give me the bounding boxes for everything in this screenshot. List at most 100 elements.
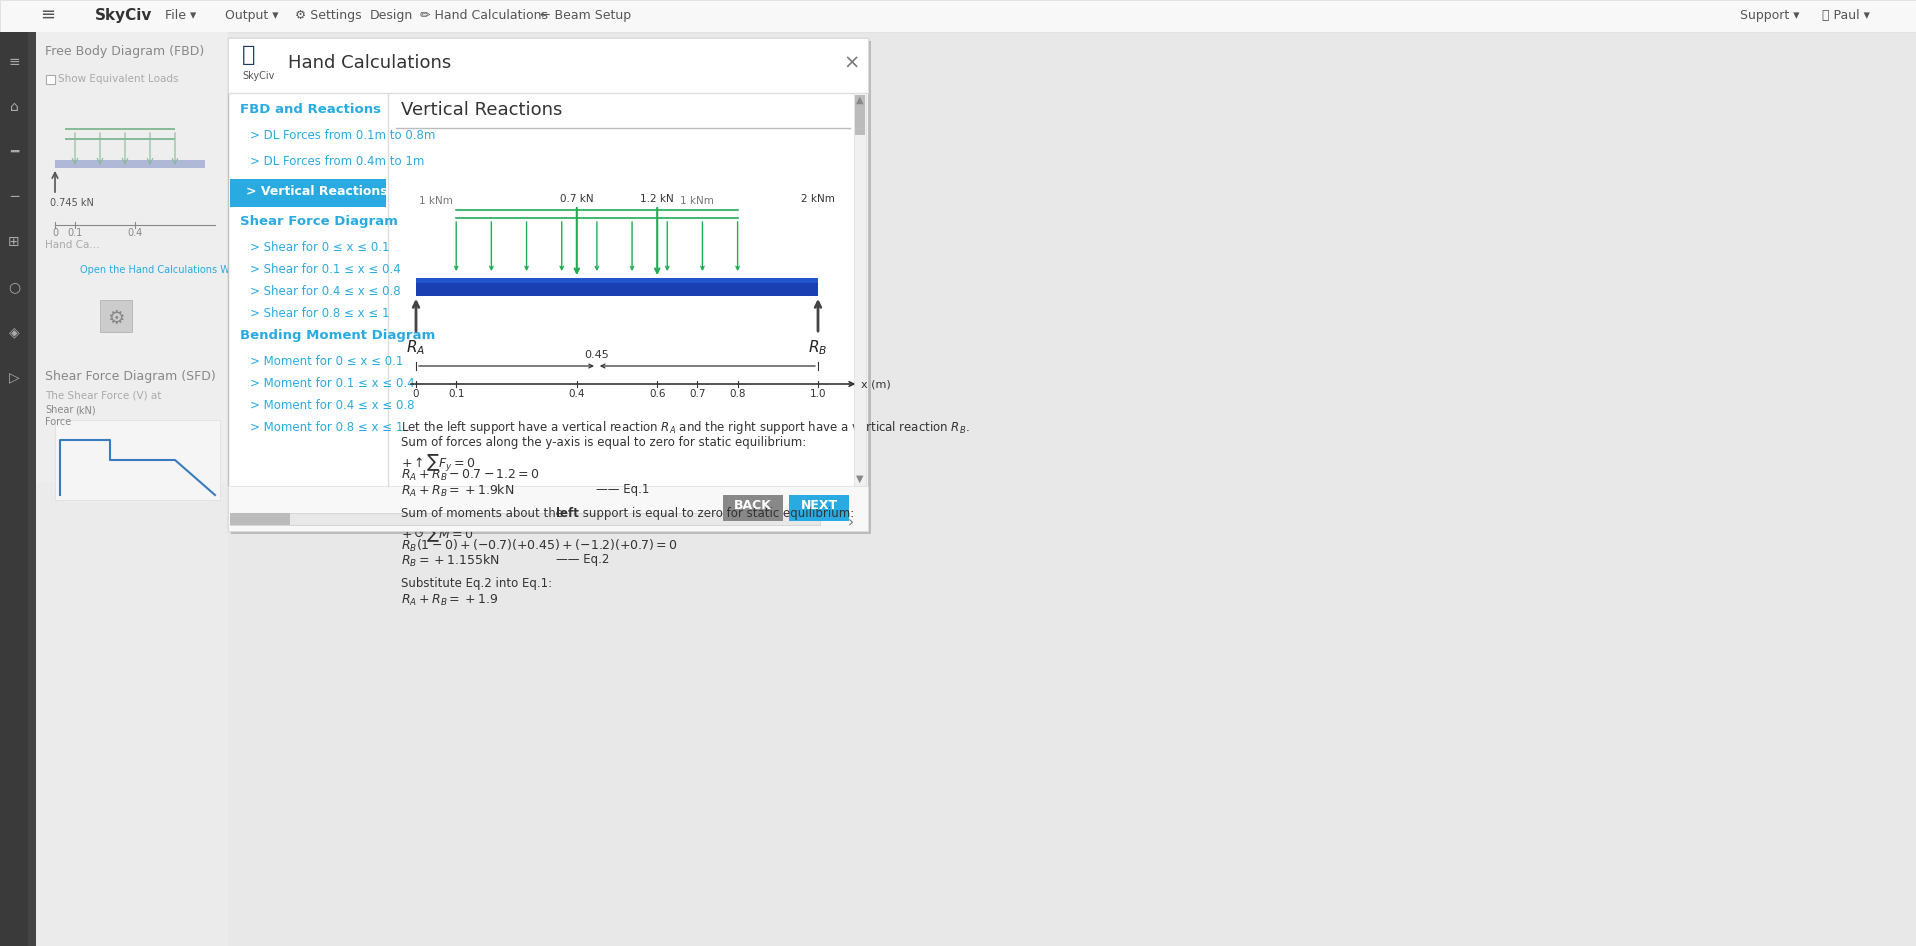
Text: > DL Forces from 0.4m to 1m: > DL Forces from 0.4m to 1m: [249, 155, 423, 168]
Text: ≡: ≡: [40, 6, 56, 24]
Text: Output ▾: Output ▾: [224, 9, 278, 22]
Text: SkyCiv: SkyCiv: [96, 8, 153, 23]
Text: NEXT: NEXT: [801, 499, 837, 512]
Text: 2 kNm: 2 kNm: [801, 194, 835, 204]
Text: Substitute Eq.2 into Eq.1:: Substitute Eq.2 into Eq.1:: [400, 577, 552, 590]
Text: Shear
Force: Shear Force: [44, 405, 73, 427]
Text: 0: 0: [412, 389, 420, 399]
Bar: [0, 0, 1916, 32]
Text: $R_B(1-0) + (-0.7)(+0.45) + (-1.2)(+0.7) = 0$: $R_B(1-0) + (-0.7)(+0.45) + (-1.2)(+0.7)…: [400, 538, 678, 554]
Text: Support ▾: Support ▾: [1740, 9, 1799, 22]
Text: Sum of forces along the y-axis is equal to zero for static equilibrium:: Sum of forces along the y-axis is equal …: [400, 436, 807, 449]
Text: Vertical Reactions: Vertical Reactions: [400, 101, 563, 119]
Text: 1 kNm: 1 kNm: [680, 196, 715, 206]
Text: support is equal to zero for static equilibrium:: support is equal to zero for static equi…: [579, 507, 855, 520]
Text: ◈: ◈: [10, 325, 19, 339]
Text: Let the left support have a vertical reaction $R_A$ and the right support have a: Let the left support have a vertical rea…: [400, 419, 969, 436]
Text: > Vertical Reactions: > Vertical Reactions: [245, 185, 387, 198]
Text: 0.745 kN: 0.745 kN: [50, 198, 94, 208]
Text: FBD and Reactions: FBD and Reactions: [240, 103, 381, 116]
Text: Hand Calculations: Hand Calculations: [287, 54, 452, 72]
Text: 0.4: 0.4: [569, 389, 584, 399]
Text: Open the Hand Calculations W...: Open the Hand Calculations W...: [80, 265, 238, 275]
Text: SkyCiv: SkyCiv: [241, 71, 274, 81]
Text: —— Eq.1: —— Eq.1: [596, 483, 650, 496]
Bar: [56, 420, 220, 500]
Text: 0.8: 0.8: [730, 389, 745, 399]
Text: > Shear for 0.4 ≤ x ≤ 0.8: > Shear for 0.4 ≤ x ≤ 0.8: [249, 285, 400, 298]
Text: ○: ○: [8, 280, 19, 294]
Text: 0.6: 0.6: [650, 389, 665, 399]
Bar: [230, 513, 289, 525]
Text: Show Equivalent Loads: Show Equivalent Loads: [57, 74, 178, 84]
Text: 0.4: 0.4: [126, 228, 142, 238]
Text: ⚙: ⚙: [107, 309, 125, 328]
Text: $R_A + R_B = +1.9\mathrm{kN}$: $R_A + R_B = +1.9\mathrm{kN}$: [400, 483, 513, 499]
Text: $R_A + R_B - 0.7 - 1.2 = 0$: $R_A + R_B - 0.7 - 1.2 = 0$: [400, 468, 540, 483]
Bar: [855, 95, 864, 135]
Bar: [36, 32, 228, 946]
Text: $R_B$: $R_B$: [809, 338, 828, 357]
Text: x (m): x (m): [860, 379, 891, 389]
Bar: [228, 486, 868, 531]
Text: Shear Force Diagram (SFD): Shear Force Diagram (SFD): [44, 370, 217, 383]
Text: ─: ─: [10, 190, 17, 204]
Bar: [100, 300, 132, 332]
Bar: [36, 32, 228, 482]
Text: > Moment for 0.1 ≤ x ≤ 0.4: > Moment for 0.1 ≤ x ≤ 0.4: [249, 377, 414, 390]
Bar: [0, 32, 29, 946]
Text: ▲: ▲: [856, 95, 864, 105]
Bar: [46, 75, 56, 84]
Text: ━: ━: [10, 145, 17, 159]
Bar: [722, 495, 784, 521]
Text: Hand Ca...: Hand Ca...: [44, 240, 100, 250]
Bar: [56, 160, 205, 168]
Text: left: left: [556, 507, 579, 520]
Bar: [416, 278, 818, 296]
Text: 0.7 kN: 0.7 kN: [559, 194, 594, 204]
Bar: [29, 32, 36, 946]
Text: $+ \circlearrowleft \sum M = 0$: $+ \circlearrowleft \sum M = 0$: [400, 523, 473, 544]
Text: > Moment for 0.8 ≤ x ≤ 1: > Moment for 0.8 ≤ x ≤ 1: [249, 421, 404, 434]
Text: Design: Design: [370, 9, 414, 22]
Text: Bending Moment Diagram: Bending Moment Diagram: [240, 329, 435, 342]
Bar: [232, 41, 872, 534]
Text: $R_A$: $R_A$: [406, 338, 425, 357]
Text: ›: ›: [849, 515, 855, 530]
Bar: [789, 495, 849, 521]
Text: ← Beam Setup: ← Beam Setup: [540, 9, 630, 22]
Text: 1.0: 1.0: [810, 389, 826, 399]
Text: ⊞: ⊞: [8, 235, 19, 249]
Text: $+ \uparrow \sum F_y = 0$: $+ \uparrow \sum F_y = 0$: [400, 453, 475, 474]
Text: ×: ×: [843, 54, 860, 73]
Text: > Moment for 0.4 ≤ x ≤ 0.8: > Moment for 0.4 ≤ x ≤ 0.8: [249, 399, 414, 412]
Text: ≡: ≡: [8, 55, 19, 69]
Text: (kN): (kN): [75, 405, 96, 415]
Text: Shear Force Diagram: Shear Force Diagram: [240, 215, 399, 228]
Text: ✏ Hand Calculations: ✏ Hand Calculations: [420, 9, 548, 22]
Text: ⌂: ⌂: [10, 100, 19, 114]
Text: > DL Forces from 0.1m to 0.8m: > DL Forces from 0.1m to 0.8m: [249, 129, 435, 142]
Text: 1.2 kN: 1.2 kN: [640, 194, 674, 204]
Bar: [65, 138, 174, 140]
Bar: [228, 38, 868, 531]
Text: > Moment for 0 ≤ x ≤ 0.1: > Moment for 0 ≤ x ≤ 0.1: [249, 355, 404, 368]
Text: The Shear Force (V) at: The Shear Force (V) at: [44, 390, 161, 400]
Text: ⚙ Settings: ⚙ Settings: [295, 9, 362, 22]
Bar: [230, 179, 385, 207]
Text: 0.1: 0.1: [67, 228, 82, 238]
Bar: [855, 93, 866, 486]
Text: BACK: BACK: [734, 499, 772, 512]
Text: 0.1: 0.1: [448, 389, 464, 399]
Text: 0.45: 0.45: [584, 350, 609, 360]
Text: 👤 Paul ▾: 👤 Paul ▾: [1822, 9, 1870, 22]
Text: > Shear for 0.1 ≤ x ≤ 0.4: > Shear for 0.1 ≤ x ≤ 0.4: [249, 263, 400, 276]
Text: 0: 0: [52, 228, 57, 238]
Text: > Shear for 0.8 ≤ x ≤ 1: > Shear for 0.8 ≤ x ≤ 1: [249, 307, 389, 320]
Text: $R_A + R_B = +1.9$: $R_A + R_B = +1.9$: [400, 593, 498, 608]
Text: —— Eq.2: —— Eq.2: [556, 553, 609, 566]
Text: 1 kNm: 1 kNm: [420, 196, 452, 206]
Text: Free Body Diagram (FBD): Free Body Diagram (FBD): [44, 45, 205, 58]
Bar: [228, 38, 868, 93]
Text: ▼: ▼: [856, 474, 864, 484]
